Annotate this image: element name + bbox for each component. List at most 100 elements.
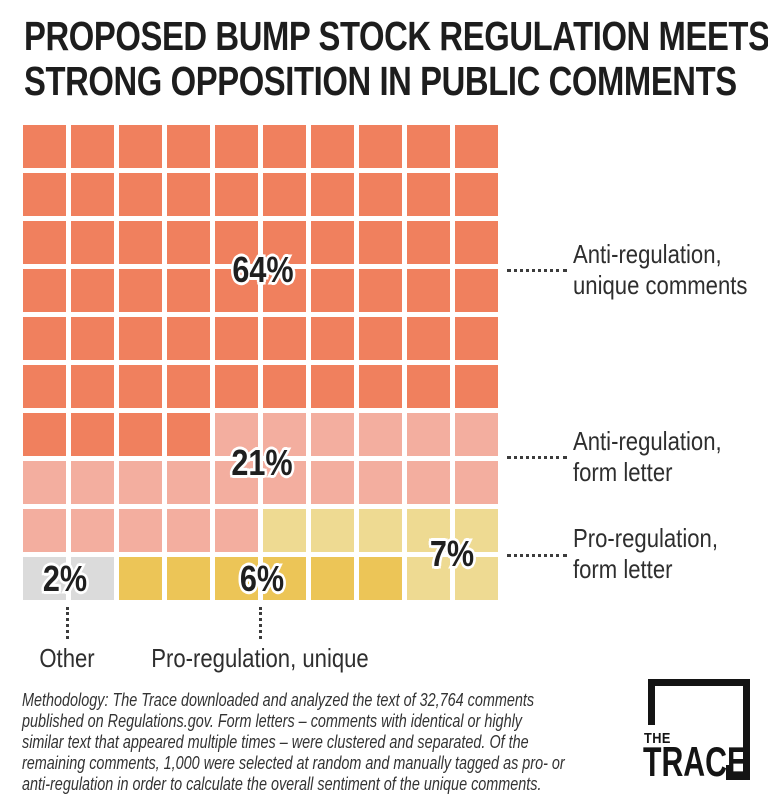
waffle-cell-anti_unique [263, 221, 306, 264]
waffle-cell-other [23, 557, 66, 600]
waffle-cell-anti_unique [23, 173, 66, 216]
waffle-cell-anti_unique [407, 317, 450, 360]
waffle-cell-anti_unique [407, 173, 450, 216]
leader-line-anti-unique [507, 269, 567, 272]
waffle-cell-anti_unique [71, 173, 114, 216]
waffle-cell-anti_unique [215, 269, 258, 312]
waffle-cell-anti_unique [407, 269, 450, 312]
waffle-cell-anti_unique [359, 269, 402, 312]
logo-word-the: THE [644, 730, 671, 747]
waffle-cell-anti_unique [167, 173, 210, 216]
waffle-cell-anti_unique [311, 317, 354, 360]
category-label-anti-unique: Anti-regulation, unique comments [573, 239, 747, 301]
waffle-cell-pro_unique [311, 557, 354, 600]
page-title: PROPOSED BUMP STOCK REGULATION MEETS STR… [24, 14, 768, 104]
waffle-cell-anti_unique [263, 125, 306, 168]
title-line-2: STRONG OPPOSITION IN PUBLIC COMMENTS [24, 58, 737, 104]
waffle-cell-anti_unique [167, 317, 210, 360]
waffle-cell-pro_form [407, 557, 450, 600]
waffle-cell-anti_unique [167, 413, 210, 456]
waffle-cell-anti_form [23, 509, 66, 552]
waffle-cell-anti_unique [23, 221, 66, 264]
waffle-cell-anti_unique [215, 173, 258, 216]
waffle-cell-pro_form [311, 509, 354, 552]
leader-line-other [66, 607, 69, 639]
value-label-other: 2% [41, 556, 89, 602]
waffle-cell-anti_unique [455, 221, 498, 264]
category-label-line: unique comments [573, 270, 748, 300]
waffle-cell-anti_unique [263, 365, 306, 408]
waffle-cell-anti_unique [359, 365, 402, 408]
waffle-cell-anti_unique [311, 173, 354, 216]
waffle-cell-anti_form [455, 461, 498, 504]
waffle-cell-anti_form [167, 509, 210, 552]
waffle-cell-anti_form [119, 461, 162, 504]
waffle-cell-anti_unique [23, 269, 66, 312]
waffle-cell-anti_form [215, 413, 258, 456]
waffle-cell-anti_unique [23, 317, 66, 360]
waffle-cell-anti_unique [71, 413, 114, 456]
category-label-line: Anti-regulation, [573, 426, 722, 456]
waffle-cell-anti_form [359, 461, 402, 504]
waffle-cell-pro_unique [167, 557, 210, 600]
waffle-cell-anti_form [71, 461, 114, 504]
leader-line-pro-form [507, 554, 567, 557]
waffle-cell-pro_unique [119, 557, 162, 600]
category-label-anti-form: Anti-regulation, form letter [573, 426, 722, 488]
waffle-cell-anti_form [215, 509, 258, 552]
waffle-cell-anti_unique [311, 269, 354, 312]
waffle-cell-anti_unique [455, 269, 498, 312]
logo-square-icon [648, 679, 750, 780]
waffle-cell-anti_unique [455, 365, 498, 408]
waffle-cell-anti_form [263, 461, 306, 504]
value-label-pro-unique: 6% [238, 556, 286, 602]
waffle-cell-anti_unique [455, 125, 498, 168]
waffle-cell-anti_unique [263, 269, 306, 312]
leader-line-anti-form [507, 456, 567, 459]
waffle-cell-anti_form [407, 461, 450, 504]
waffle-cell-anti_unique [407, 125, 450, 168]
waffle-cell-anti_unique [215, 317, 258, 360]
category-label-pro-unique: Pro-regulation, unique [151, 643, 369, 673]
waffle-cell-anti_unique [23, 125, 66, 168]
waffle-grid [23, 125, 498, 600]
waffle-cell-pro_form [359, 509, 402, 552]
title-line-1: PROPOSED BUMP STOCK REGULATION MEETS [24, 13, 768, 59]
waffle-cell-other [71, 557, 114, 600]
waffle-cell-anti_unique [359, 173, 402, 216]
waffle-cell-anti_form [311, 413, 354, 456]
waffle-cell-anti_unique [263, 317, 306, 360]
waffle-cell-pro_form [455, 509, 498, 552]
leader-line-pro-unique [259, 607, 262, 639]
waffle-cell-anti_unique [71, 365, 114, 408]
waffle-cell-pro_form [407, 509, 450, 552]
waffle-cell-anti_form [359, 413, 402, 456]
waffle-cell-anti_unique [119, 173, 162, 216]
waffle-cell-anti_unique [455, 317, 498, 360]
waffle-cell-anti_unique [71, 221, 114, 264]
value-label-anti-form: 21% [229, 440, 295, 486]
the-trace-logo: THE TRACE [643, 679, 750, 783]
waffle-cell-pro_unique [359, 557, 402, 600]
waffle-cell-anti_unique [167, 125, 210, 168]
waffle-cell-anti_unique [359, 317, 402, 360]
waffle-cell-anti_form [455, 413, 498, 456]
methodology-note: Methodology: The Trace downloaded and an… [22, 690, 565, 794]
waffle-cell-pro_form [263, 509, 306, 552]
waffle-cell-anti_unique [71, 269, 114, 312]
waffle-cell-anti_unique [23, 413, 66, 456]
waffle-cell-anti_unique [215, 365, 258, 408]
waffle-cell-anti_unique [167, 221, 210, 264]
waffle-cell-anti_unique [311, 221, 354, 264]
waffle-cell-anti_form [167, 461, 210, 504]
waffle-cell-anti_unique [71, 317, 114, 360]
waffle-cell-anti_unique [455, 173, 498, 216]
waffle-cell-anti_unique [119, 317, 162, 360]
waffle-cell-anti_unique [263, 173, 306, 216]
waffle-cell-anti_unique [71, 125, 114, 168]
waffle-cell-anti_form [407, 413, 450, 456]
waffle-cell-pro_form [455, 557, 498, 600]
waffle-cell-anti_form [215, 461, 258, 504]
category-label-line: form letter [573, 554, 673, 584]
waffle-cell-anti_unique [215, 221, 258, 264]
